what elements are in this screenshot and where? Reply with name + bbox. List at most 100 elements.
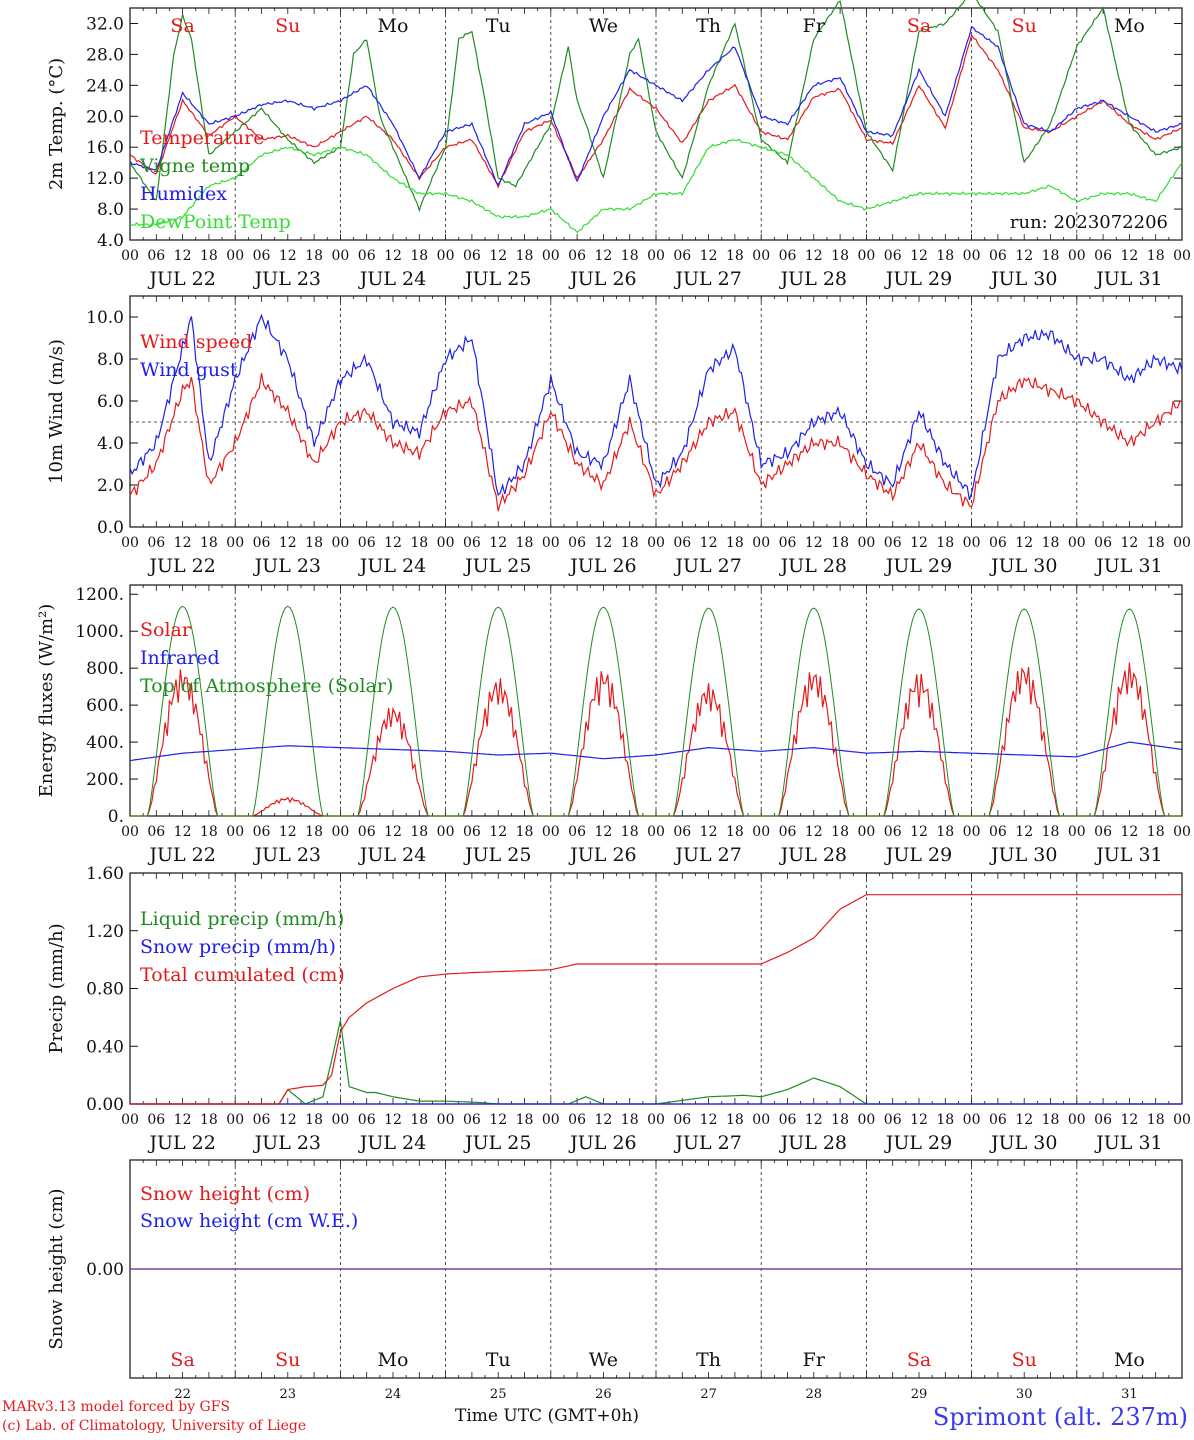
series-line bbox=[129, 313, 1183, 500]
series-line bbox=[129, 373, 1183, 512]
x-hour-label: 00 bbox=[963, 1112, 981, 1128]
x-hour-label: 18 bbox=[621, 535, 639, 551]
weekday-label: Tu bbox=[486, 15, 511, 37]
x-hour-label: 12 bbox=[1120, 248, 1138, 264]
legend-entry: Vigne temp bbox=[139, 155, 250, 177]
x-hour-label: 18 bbox=[936, 824, 954, 840]
weekday-label: Fr bbox=[803, 1349, 826, 1371]
x-hour-label: 12 bbox=[1120, 535, 1138, 551]
weekday-label: Th bbox=[696, 1349, 721, 1371]
x-hour-label: 06 bbox=[673, 1112, 691, 1128]
y-tick-label: 8.0 bbox=[97, 350, 124, 370]
x-date-label: JUL 22 bbox=[147, 844, 215, 866]
x-hour-label: 00 bbox=[437, 824, 455, 840]
x-hour-label: 18 bbox=[200, 248, 218, 264]
x-hour-label: 06 bbox=[253, 824, 271, 840]
x-axis-title: Time UTC (GMT+0h) bbox=[455, 1406, 640, 1426]
x-hour-label: 06 bbox=[147, 1112, 165, 1128]
day-number-label: 28 bbox=[806, 1387, 823, 1402]
x-hour-label: 18 bbox=[516, 824, 534, 840]
x-hour-label: 00 bbox=[121, 535, 139, 551]
y-tick-label: 4.0 bbox=[97, 231, 124, 251]
x-hour-label: 12 bbox=[594, 1112, 612, 1128]
x-hour-label: 06 bbox=[884, 535, 902, 551]
x-date-label: JUL 22 bbox=[147, 268, 215, 290]
x-hour-label: 18 bbox=[1147, 824, 1165, 840]
weekday-label: Su bbox=[1012, 1349, 1037, 1371]
x-hour-label: 18 bbox=[726, 248, 744, 264]
y-tick-label: 0.40 bbox=[86, 1037, 124, 1057]
x-hour-label: 18 bbox=[831, 824, 849, 840]
x-hour-label: 00 bbox=[437, 1112, 455, 1128]
legend-entry: Snow height (cm) bbox=[140, 1183, 310, 1205]
y-tick-label: 16.0 bbox=[86, 138, 124, 158]
x-hour-label: 18 bbox=[516, 248, 534, 264]
x-hour-label: 12 bbox=[384, 824, 402, 840]
y-tick-label: 12.0 bbox=[86, 169, 124, 189]
y-tick-label: 0.00 bbox=[86, 1260, 124, 1280]
x-hour-label: 12 bbox=[1015, 1112, 1033, 1128]
x-hour-label: 06 bbox=[568, 535, 586, 551]
x-hour-label: 12 bbox=[805, 824, 823, 840]
x-hour-label: 12 bbox=[1015, 535, 1033, 551]
x-hour-label: 00 bbox=[542, 1112, 560, 1128]
x-date-label: JUL 27 bbox=[673, 844, 741, 866]
y-tick-label: 800. bbox=[86, 659, 124, 679]
x-date-label: JUL 31 bbox=[1094, 268, 1162, 290]
legend-entry: Wind gust bbox=[140, 359, 238, 381]
x-date-label: JUL 28 bbox=[779, 555, 847, 577]
x-hour-label: 18 bbox=[936, 1112, 954, 1128]
x-date-label: JUL 26 bbox=[568, 268, 636, 290]
x-hour-label: 18 bbox=[410, 248, 428, 264]
x-hour-label: 06 bbox=[779, 1112, 797, 1128]
x-hour-label: 12 bbox=[700, 824, 718, 840]
x-hour-label: 12 bbox=[805, 535, 823, 551]
x-hour-label: 18 bbox=[621, 824, 639, 840]
x-hour-label: 18 bbox=[305, 535, 323, 551]
x-hour-label: 06 bbox=[253, 535, 271, 551]
series-line bbox=[129, 0, 1183, 213]
x-date-label: JUL 25 bbox=[463, 1132, 531, 1154]
x-date-label: JUL 24 bbox=[358, 555, 426, 577]
x-hour-label: 00 bbox=[437, 248, 455, 264]
x-date-label: JUL 23 bbox=[253, 555, 321, 577]
legend-entry: Liquid precip (mm/h) bbox=[140, 908, 344, 930]
x-hour-label: 00 bbox=[226, 535, 244, 551]
x-hour-label: 06 bbox=[1094, 535, 1112, 551]
y-tick-label: 8.0 bbox=[97, 200, 124, 220]
model-note: MARv3.13 model forced by GFS bbox=[2, 1399, 231, 1415]
day-number-label: 30 bbox=[1016, 1387, 1033, 1402]
x-date-label: JUL 30 bbox=[989, 844, 1057, 866]
x-hour-label: 18 bbox=[936, 248, 954, 264]
x-date-label: JUL 25 bbox=[463, 268, 531, 290]
x-date-label: JUL 31 bbox=[1094, 844, 1162, 866]
x-date-label: JUL 28 bbox=[779, 268, 847, 290]
weekday-label: Sa bbox=[907, 1349, 931, 1371]
x-hour-label: 12 bbox=[1120, 824, 1138, 840]
x-hour-label: 06 bbox=[358, 1112, 376, 1128]
x-date-label: JUL 23 bbox=[253, 1132, 321, 1154]
x-hour-label: 00 bbox=[963, 248, 981, 264]
x-hour-label: 12 bbox=[384, 1112, 402, 1128]
x-hour-label: 00 bbox=[647, 248, 665, 264]
x-hour-label: 06 bbox=[779, 824, 797, 840]
x-hour-label: 12 bbox=[489, 248, 507, 264]
x-hour-label: 12 bbox=[279, 824, 297, 840]
x-date-label: JUL 25 bbox=[463, 844, 531, 866]
x-hour-label: 00 bbox=[226, 1112, 244, 1128]
x-hour-label: 12 bbox=[279, 535, 297, 551]
x-hour-label: 00 bbox=[857, 1112, 875, 1128]
weekday-label: Su bbox=[275, 15, 300, 37]
x-hour-label: 06 bbox=[358, 248, 376, 264]
x-hour-label: 12 bbox=[805, 1112, 823, 1128]
x-hour-label: 12 bbox=[910, 1112, 928, 1128]
x-hour-label: 00 bbox=[542, 248, 560, 264]
x-hour-label: 18 bbox=[516, 535, 534, 551]
x-hour-label: 06 bbox=[884, 824, 902, 840]
x-date-label: JUL 27 bbox=[673, 555, 741, 577]
y-tick-label: 600. bbox=[86, 696, 124, 716]
x-hour-label: 06 bbox=[673, 824, 691, 840]
x-hour-label: 12 bbox=[174, 248, 192, 264]
y-tick-label: 400. bbox=[86, 733, 124, 753]
